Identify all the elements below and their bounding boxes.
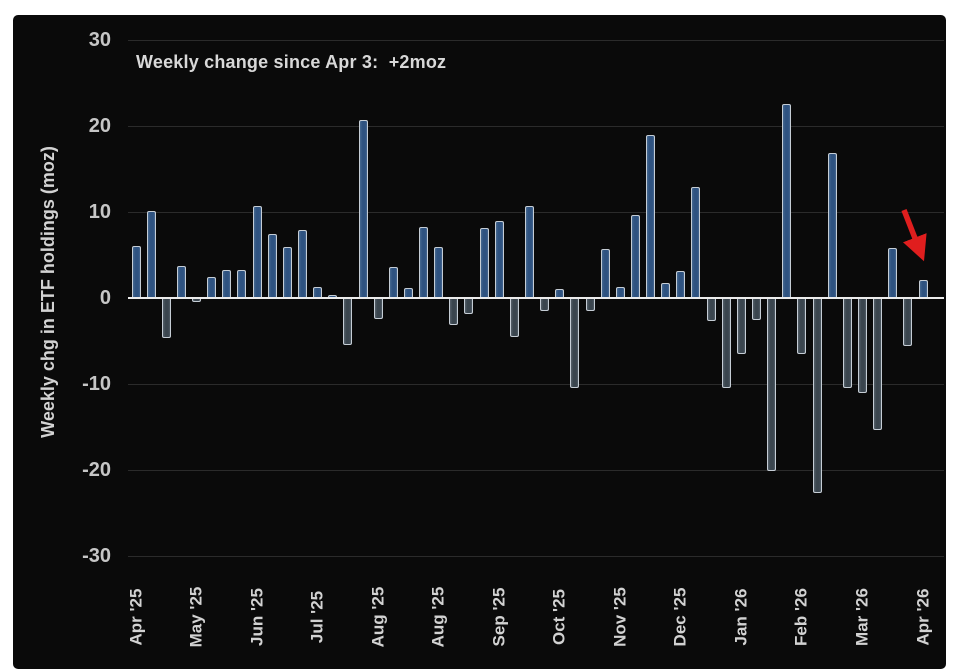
bar	[176, 266, 186, 298]
bar	[676, 271, 686, 298]
x-tick-label: Jul '25	[307, 590, 327, 644]
bar	[585, 299, 595, 312]
y-tick-label: -20	[82, 459, 111, 481]
bar	[403, 287, 413, 298]
bar	[812, 299, 822, 494]
gridline	[128, 212, 944, 213]
bar	[509, 299, 519, 337]
bar	[842, 299, 852, 389]
bar	[918, 279, 928, 298]
bar	[767, 299, 777, 471]
bar	[358, 119, 368, 298]
bar	[600, 248, 610, 298]
bar	[782, 103, 792, 298]
bar	[797, 299, 807, 355]
x-tick-label: Mar '26	[852, 588, 872, 646]
bar	[555, 289, 565, 298]
x-tick-label: Aug '25	[428, 586, 448, 648]
gridline	[128, 40, 944, 41]
bar	[207, 277, 217, 298]
y-axis-title: Weekly chg in ETF holdings (moz)	[38, 146, 58, 438]
x-tick-label: Aug '25	[368, 586, 388, 648]
x-tick-label: Nov '25	[610, 587, 630, 647]
y-tick-label: 0	[99, 287, 111, 309]
chart-annotation: Weekly change since Apr 3: +2moz	[136, 52, 447, 72]
chart-canvas: Weekly change since Apr 3: +2moz Weekly …	[13, 15, 946, 669]
x-tick-label: Apr '25	[126, 588, 145, 646]
x-tick-label: Jun '25	[247, 588, 267, 646]
bar	[721, 299, 731, 389]
y-tick-label: -10	[82, 373, 111, 395]
bar	[419, 227, 429, 298]
bar	[691, 187, 701, 298]
bar	[873, 299, 883, 430]
bar	[282, 247, 292, 298]
x-tick-label: Oct '25	[549, 589, 569, 646]
y-tick-label: -30	[82, 545, 111, 567]
bar	[494, 221, 504, 298]
red-arrow-icon	[901, 209, 927, 262]
bar	[706, 299, 716, 322]
bar	[222, 270, 232, 298]
bar	[646, 134, 656, 298]
bar	[857, 299, 867, 393]
bar	[252, 205, 262, 298]
bar	[388, 267, 398, 298]
bar	[434, 247, 444, 298]
bar	[630, 215, 640, 298]
x-tick-label: May '25	[186, 586, 206, 648]
bar	[328, 294, 338, 298]
bar	[267, 234, 277, 298]
x-tick-label: Dec '25	[670, 587, 690, 647]
bar	[525, 205, 534, 298]
bar	[888, 248, 898, 298]
bar	[313, 286, 323, 298]
bar	[903, 299, 913, 347]
bar	[146, 211, 156, 298]
bar	[161, 299, 171, 338]
bar	[464, 299, 474, 314]
gridline	[128, 556, 944, 557]
bar	[661, 283, 671, 298]
bar	[192, 299, 202, 303]
bar	[297, 230, 307, 298]
y-tick-label: 10	[88, 201, 111, 223]
bar	[237, 270, 247, 298]
gridline	[128, 384, 944, 385]
bar	[343, 299, 353, 346]
y-tick-label: 20	[88, 115, 111, 137]
bar	[479, 228, 489, 298]
x-tick-label: Jan '26	[731, 588, 751, 646]
bar	[131, 246, 141, 298]
x-tick-label: Sep '25	[489, 587, 509, 647]
x-tick-label: Feb '26	[791, 588, 811, 646]
gridline	[128, 470, 944, 471]
bar	[373, 299, 383, 319]
bar	[827, 152, 837, 298]
x-tick-label: Apr '26	[913, 588, 933, 646]
gridline	[128, 126, 944, 127]
bar	[540, 299, 550, 312]
bar	[615, 286, 625, 298]
bar	[736, 299, 746, 355]
bar	[570, 299, 580, 389]
bar	[752, 299, 762, 320]
bar	[449, 299, 459, 325]
y-tick-label: 30	[88, 29, 111, 51]
zero-axis-line	[128, 297, 944, 299]
